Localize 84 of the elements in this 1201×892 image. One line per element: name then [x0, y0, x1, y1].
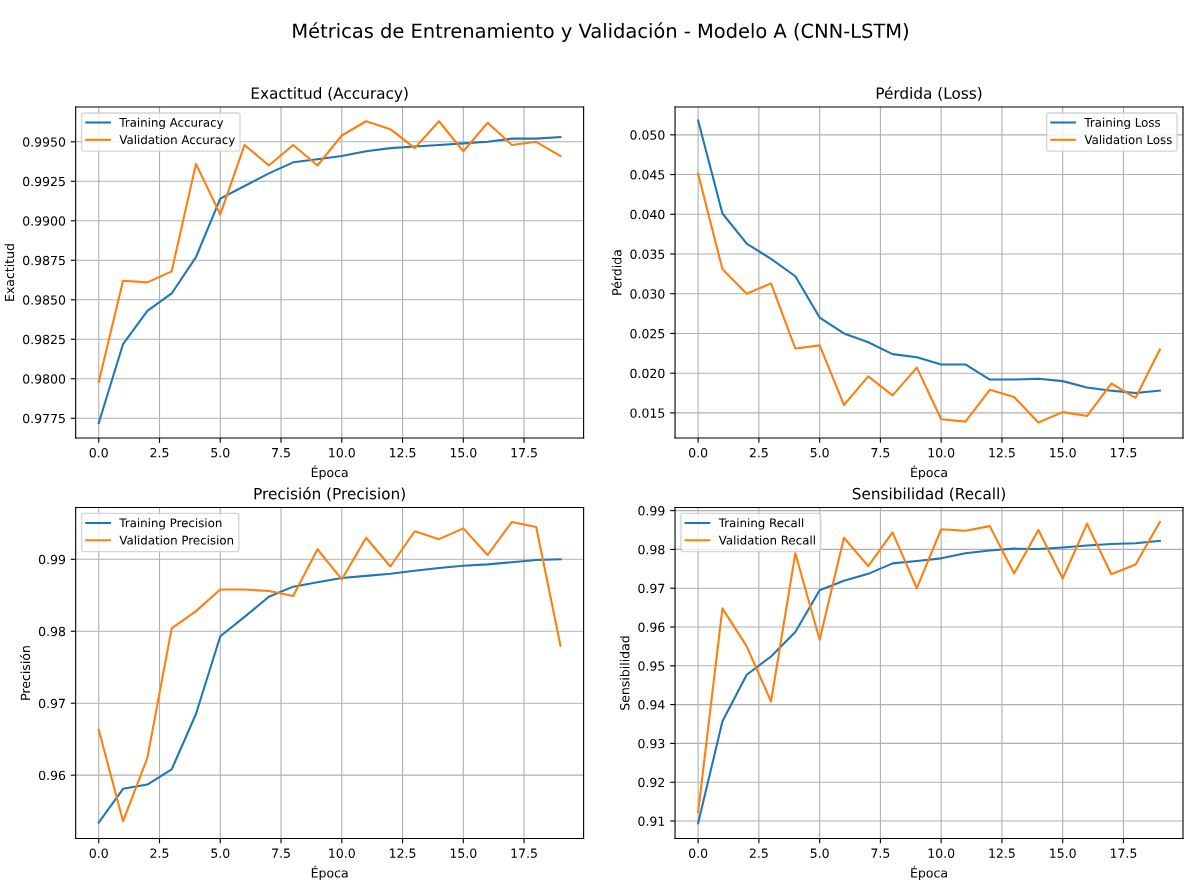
y-tick-label: 0.9850: [23, 295, 66, 305]
x-tick-label: 2.5: [150, 447, 169, 458]
x-tick-label: 10.0: [928, 848, 955, 858]
x-tick-label: 17.5: [511, 448, 537, 458]
x-tick-label: 12.5: [390, 447, 416, 458]
y-axis-title: Sensibilidad: [619, 636, 630, 710]
text: Métricas de Entrenamiento y Validación - Modelo A (CNN-LSTM): [293, 22, 908, 42]
y-tick-label: 0.020: [630, 368, 665, 379]
x-tick-label: 12.5: [390, 848, 416, 858]
x-tick-label: 12.5: [989, 447, 1015, 458]
y-tick-label: 0.045: [630, 170, 665, 180]
x-tick-label: 17.5: [1110, 848, 1137, 858]
x-tick-label: 12.5: [989, 848, 1015, 858]
y-tick-label: 0.030: [630, 289, 665, 299]
x-tick-label: 7.5: [272, 848, 290, 858]
y-tick-label: 0.050: [630, 130, 665, 140]
x-tick-label: 0.0: [89, 848, 108, 858]
line-series: [697, 172, 1161, 424]
y-tick-label: 0.91: [638, 816, 665, 826]
y-tick-label: 0.96: [38, 770, 66, 781]
chart-title: Pérdida (Loss): [876, 86, 982, 101]
y-tick-label: 0.035: [630, 249, 665, 259]
x-tick-label: 15.0: [1050, 447, 1076, 458]
legend-label: Validation Loss: [1084, 134, 1172, 145]
x-tick-label: 5.0: [810, 848, 829, 858]
chart-title: Precisión (Precision): [254, 486, 405, 502]
x-axis-title: Época: [311, 465, 348, 480]
x-tick-label: 5.0: [211, 447, 230, 458]
x-tick-label: 10.0: [928, 447, 955, 458]
chart-title: Exactitud (Accuracy): [251, 87, 408, 102]
x-tick-label: 0.0: [689, 848, 708, 858]
x-tick-label: 5.0: [810, 447, 829, 458]
x-tick-label: 7.5: [871, 848, 890, 858]
x-tick-label: 17.5: [511, 848, 537, 858]
chart-title: Sensibilidad (Recall): [852, 487, 1005, 502]
y-tick-label: 0.97: [38, 698, 65, 709]
legend-label: Training Accuracy: [119, 117, 224, 130]
y-tick-label: 0.98: [638, 544, 665, 555]
y-tick-label: 0.015: [630, 408, 665, 418]
y-tick-label: 0.9925: [23, 176, 65, 187]
y-tick-label: 0.97: [638, 583, 665, 594]
y-tick-label: 0.92: [638, 777, 665, 788]
x-axis-title: Época: [311, 865, 348, 881]
x-tick-label: 15.0: [1050, 848, 1076, 858]
x-tick-label: 15.0: [450, 447, 477, 458]
y-axis-title: Pérdida: [611, 250, 622, 295]
x-tick-label: 0.0: [89, 447, 108, 458]
x-tick-label: 15.0: [450, 848, 477, 858]
y-tick-label: 0.99: [638, 506, 665, 516]
legend-label: Training Loss: [1084, 117, 1161, 130]
y-tick-label: 0.95: [638, 661, 665, 671]
y-tick-label: 0.98: [38, 626, 66, 637]
y-tick-label: 0.025: [630, 328, 665, 339]
y-tick-label: 0.9875: [23, 255, 65, 266]
y-tick-label: 0.040: [630, 209, 665, 220]
x-tick-label: 2.5: [749, 447, 768, 458]
x-tick-label: 7.5: [871, 448, 890, 458]
x-tick-label: 5.0: [211, 848, 230, 858]
y-tick-label: 0.94: [638, 700, 665, 710]
legend-label: Training Recall: [718, 518, 804, 530]
y-tick-label: 0.9800: [23, 374, 66, 384]
legend-label: Validation Accuracy: [119, 134, 235, 147]
y-tick-label: 0.9950: [23, 137, 66, 147]
y-tick-label: 0.99: [38, 554, 66, 565]
y-tick-label: 0.9775: [23, 413, 65, 424]
legend-label: Validation Recall: [718, 535, 815, 545]
x-tick-label: 2.5: [150, 848, 169, 858]
y-tick-label: 0.9900: [23, 216, 66, 226]
x-tick-label: 0.0: [689, 447, 708, 458]
y-tick-label: 0.93: [638, 738, 665, 749]
x-tick-label: 10.0: [329, 447, 355, 458]
legend-label: Training Precision: [119, 518, 222, 530]
x-tick-label: 17.5: [1110, 448, 1137, 458]
y-axis-title: Exactitud: [4, 244, 15, 301]
x-tick-label: 2.5: [749, 848, 768, 858]
y-axis-title: Precisión: [19, 646, 31, 700]
x-tick-label: 10.0: [329, 848, 355, 858]
x-axis-title: Época: [911, 465, 947, 480]
x-axis-title: Época: [911, 865, 947, 881]
legend-label: Validation Precision: [119, 535, 234, 545]
y-tick-label: 0.96: [638, 622, 665, 632]
y-tick-label: 0.9825: [23, 334, 65, 345]
line-series: [97, 136, 562, 425]
x-tick-label: 7.5: [272, 448, 290, 458]
